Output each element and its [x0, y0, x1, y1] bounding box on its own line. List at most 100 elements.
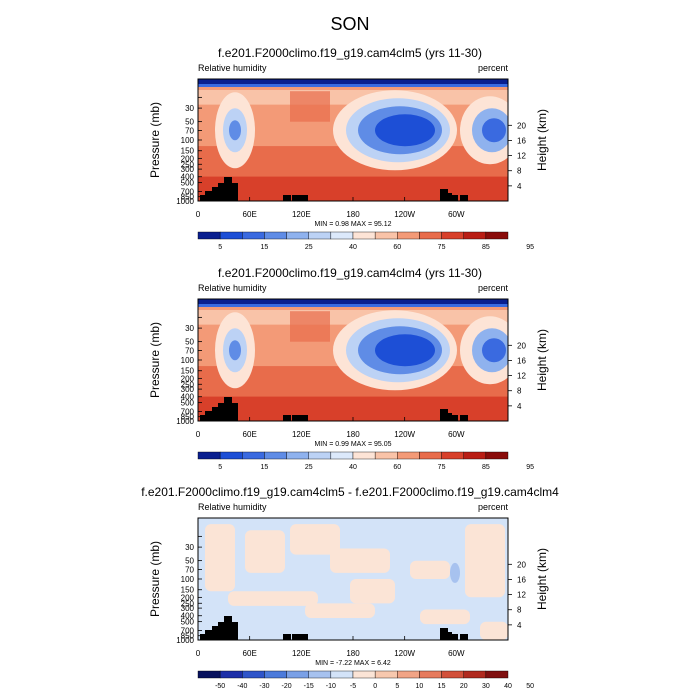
humidity-contour	[482, 118, 506, 143]
colorbar-swatch	[286, 231, 309, 240]
pressure-tick-label: 100	[181, 136, 195, 145]
topography	[230, 183, 238, 201]
difference-contour	[290, 524, 340, 555]
topography	[283, 195, 291, 201]
panel-p2: f.e201.F2000climo.f19_g19.cam4clm4 (yrs …	[148, 266, 549, 471]
colorbar-swatch	[441, 451, 464, 460]
colorbar-label: 60	[393, 244, 401, 251]
colorbar-swatch	[419, 670, 442, 679]
pressure-tick-label: 30	[185, 324, 194, 333]
pressure-tick-label: 70	[185, 127, 194, 136]
variable-label: Relative humidity	[198, 283, 267, 293]
lon-tick-label: 60E	[243, 430, 257, 439]
lon-tick-label: 60E	[243, 210, 257, 219]
colorbar-label: 10	[416, 683, 424, 690]
difference-contour	[480, 621, 508, 640]
min-max-stats: MIN = 0.99 MAX = 95.05	[314, 441, 391, 448]
colorbar-swatch	[242, 451, 265, 460]
pressure-tick-label: 400	[181, 173, 195, 182]
topography	[230, 622, 238, 640]
pressure-tick-label: 200	[181, 593, 195, 602]
colorbar-swatch	[419, 451, 442, 460]
topography	[292, 415, 300, 421]
units-label: percent	[478, 502, 509, 512]
colorbar-label: 20	[460, 683, 468, 690]
topography	[450, 195, 458, 201]
topography	[212, 626, 220, 640]
topography	[212, 407, 220, 421]
pressure-tick-label: 400	[181, 612, 195, 621]
panel-title: f.e201.F2000climo.f19_g19.cam4clm4 (yrs …	[218, 266, 482, 280]
colorbar-label: 40	[504, 683, 512, 690]
height-tick-label: 4	[517, 182, 522, 191]
colorbar-label: 40	[349, 244, 357, 251]
contour-field	[198, 79, 508, 201]
height-tick-label: 20	[517, 341, 526, 350]
topography	[444, 632, 452, 640]
topography	[200, 634, 208, 640]
colorbar-swatch	[352, 231, 376, 240]
difference-contour	[420, 609, 470, 625]
colorbar-swatch	[197, 231, 221, 240]
topography	[300, 415, 308, 421]
pressure-tick-label: 1000	[176, 197, 194, 206]
humidity-contour	[229, 340, 241, 361]
variable-label: Relative humidity	[198, 502, 267, 512]
height-tick-label: 8	[517, 167, 522, 176]
difference-contour	[205, 524, 235, 592]
topography	[212, 187, 220, 201]
topography	[205, 630, 213, 640]
height-tick-label: 16	[517, 575, 526, 584]
colorbar-swatch	[441, 670, 464, 679]
topography	[218, 403, 226, 421]
topography	[283, 415, 291, 421]
pressure-tick-label: 30	[185, 543, 194, 552]
colorbar-label: -40	[237, 683, 247, 690]
colorbar-label: 40	[349, 464, 357, 471]
pressure-tick-label: 250	[181, 599, 195, 608]
colorbar-swatch	[308, 231, 332, 240]
colorbar-swatch	[286, 451, 309, 460]
colorbar-label: 60	[393, 464, 401, 471]
humidity-contour	[375, 114, 435, 147]
topography	[200, 415, 208, 421]
colorbar-swatch	[397, 670, 420, 679]
height-tick-label: 12	[517, 591, 526, 600]
colorbar-swatch	[308, 451, 332, 460]
pressure-tick-label: 50	[185, 557, 194, 566]
pressure-tick-label: 150	[181, 367, 195, 376]
topography	[200, 195, 208, 201]
colorbar-swatch	[264, 231, 287, 240]
colorbar-swatch	[286, 670, 309, 679]
lon-tick-label: 120W	[394, 649, 415, 658]
topography	[205, 191, 213, 201]
topography	[292, 634, 300, 640]
lon-tick-label: 60W	[448, 649, 465, 658]
figure-title: SON	[330, 14, 369, 34]
units-label: percent	[478, 63, 509, 73]
topography	[283, 634, 291, 640]
height-tick-label: 20	[517, 121, 526, 130]
min-max-stats: MIN = 0.98 MAX = 95.12	[314, 221, 391, 228]
lon-tick-label: 0	[196, 649, 201, 658]
pressure-tick-label: 1000	[176, 636, 194, 645]
panel-title: f.e201.F2000climo.f19_g19.cam4clm5 (yrs …	[218, 46, 482, 60]
height-tick-label: 12	[517, 372, 526, 381]
colorbar-label: 75	[438, 464, 446, 471]
colorbar-label: 85	[482, 464, 490, 471]
colorbar-swatch	[219, 451, 243, 460]
colorbar-label: 0	[373, 683, 377, 690]
difference-contour	[330, 548, 390, 573]
colorbar-label: 15	[438, 683, 446, 690]
difference-contour	[305, 603, 375, 619]
colorbar-swatch	[264, 451, 287, 460]
stratosphere-dry	[198, 299, 508, 304]
difference-contour	[450, 562, 460, 583]
pressure-tick-label: 250	[181, 380, 195, 389]
colorbar-label: 50	[526, 683, 534, 690]
lon-tick-label: 120E	[292, 430, 311, 439]
tropical-upper-moist	[290, 311, 330, 342]
height-tick-label: 16	[517, 356, 526, 365]
colorbar-swatch	[242, 670, 265, 679]
